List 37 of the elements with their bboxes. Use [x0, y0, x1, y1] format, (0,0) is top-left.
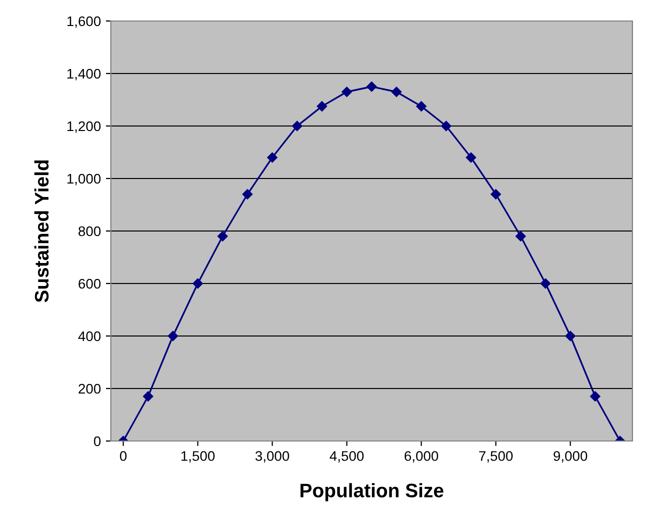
point	[168, 330, 178, 342]
point	[342, 86, 352, 97]
point	[466, 152, 476, 163]
x-tick-label: 7,500	[479, 451, 513, 463]
y-tick-label: 0	[94, 436, 101, 446]
point	[142, 391, 154, 402]
y-axis-title: Sustained Yield	[34, 160, 49, 302]
point	[565, 330, 576, 342]
y-tick-label: 600	[78, 278, 101, 289]
point	[267, 152, 278, 163]
x-tick-label: 0	[120, 451, 127, 461]
point	[292, 120, 302, 132]
x-tick-label: 3,000	[255, 451, 290, 463]
y-tick-label: 1,200	[67, 121, 101, 133]
x-tick-label: 9,000	[554, 451, 588, 463]
y-tick-label: 800	[78, 226, 101, 236]
point	[391, 86, 402, 97]
point	[540, 278, 551, 289]
point	[366, 82, 377, 92]
point	[192, 278, 203, 289]
x-tick-label: 1,500	[181, 451, 215, 463]
point	[217, 231, 228, 242]
point	[316, 101, 328, 112]
point	[590, 391, 600, 402]
y-tick-label: 400	[78, 331, 101, 342]
point	[242, 189, 253, 200]
point	[441, 120, 452, 132]
point	[490, 189, 501, 200]
point	[516, 231, 526, 242]
x-axis-title: Population Size	[300, 483, 444, 502]
y-tick-label: 1,400	[67, 68, 101, 80]
y-tick-label: 1,000	[67, 174, 101, 186]
y-tick-label: 200	[78, 384, 101, 394]
x-tick-label: 6,000	[404, 451, 438, 463]
y-tick-label: 1,600	[67, 16, 101, 28]
point	[416, 101, 426, 112]
x-tick-label: 4,500	[330, 451, 364, 463]
